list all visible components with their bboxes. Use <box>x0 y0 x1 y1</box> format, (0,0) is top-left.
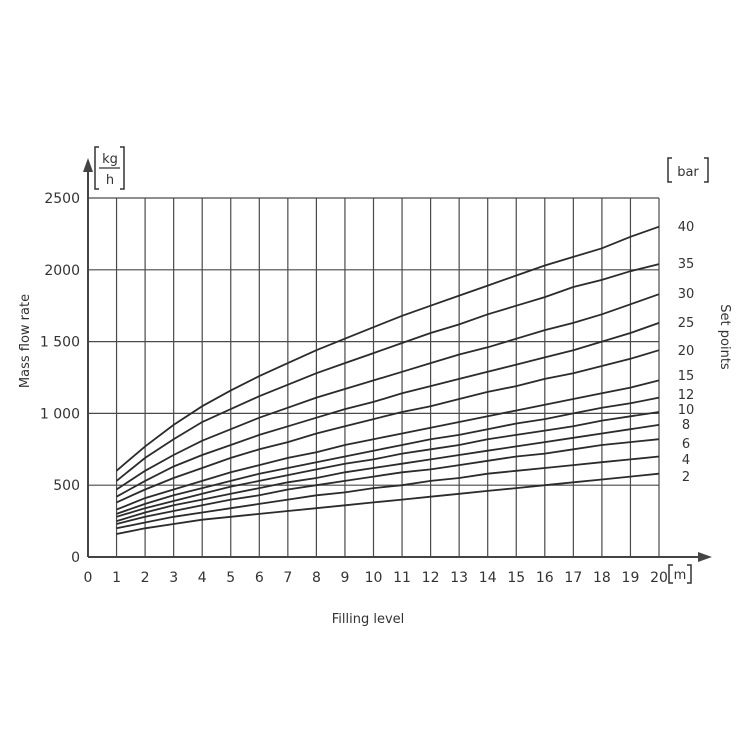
y-axis-arrow <box>83 158 93 172</box>
series-label-25-bar: 25 <box>678 316 695 331</box>
lines-layer <box>115 225 660 535</box>
series-label-6-bar: 6 <box>682 437 690 452</box>
series-unit-text: bar <box>677 165 699 180</box>
y-tick-label: 1 500 <box>40 335 80 351</box>
y-axis-title: Mass flow rate <box>18 294 33 388</box>
series-line-4-bar <box>116 455 660 530</box>
x-tick-label: 16 <box>536 570 554 586</box>
y-unit-denominator: h <box>106 173 114 188</box>
x-tick-label: 19 <box>622 570 640 586</box>
series-label-12-bar: 12 <box>678 388 695 403</box>
series-line-2-bar <box>116 472 660 535</box>
x-tick-label: 8 <box>312 570 321 586</box>
series-unit-bracket-right <box>704 157 709 183</box>
series-line-6-bar <box>116 438 660 525</box>
series-line-12-bar <box>116 396 660 515</box>
y-tick-labels: 0 500 1 000 1 500 2000 2500 <box>40 191 80 566</box>
series-label-40-bar: 40 <box>678 220 695 235</box>
series-line-30-bar <box>116 293 660 491</box>
series-label-4-bar: 4 <box>682 453 690 468</box>
x-tick-label: 7 <box>283 570 292 586</box>
x-unit-bracket-right <box>687 564 692 584</box>
x-axis-arrow <box>698 552 712 562</box>
x-axis-title: Filling level <box>332 612 405 627</box>
x-tick-label: 1 <box>112 570 121 586</box>
series-unit-label: bar <box>667 157 709 183</box>
series-label-30-bar: 30 <box>678 287 695 302</box>
series-line-20-bar <box>116 349 660 504</box>
series-label-2-bar: 2 <box>682 470 690 485</box>
y-tick-label: 1 000 <box>40 406 80 422</box>
x-tick-label: 15 <box>507 570 525 586</box>
y-unit-bracket-left <box>94 146 99 190</box>
set-points-title: Set points <box>717 304 732 370</box>
x-tick-label: 12 <box>422 570 440 586</box>
series-label-35-bar: 35 <box>678 257 695 272</box>
x-tick-label: 2 <box>141 570 150 586</box>
x-tick-label: 18 <box>593 570 611 586</box>
x-tick-label: 4 <box>198 570 207 586</box>
x-unit-label: m <box>668 564 692 584</box>
series-line-15-bar <box>116 379 660 511</box>
series-label-20-bar: 20 <box>678 344 695 359</box>
x-unit-text: m <box>674 568 687 583</box>
x-tick-label: 13 <box>450 570 468 586</box>
y-tick-label: 0 <box>71 550 80 566</box>
x-tick-label: 17 <box>564 570 582 586</box>
x-tick-label: 0 <box>84 570 93 586</box>
x-unit-bracket-left <box>668 564 673 584</box>
series-line-8-bar <box>116 424 660 522</box>
grid-layer <box>88 197 660 557</box>
x-tick-label: 9 <box>340 570 349 586</box>
series-line-10-bar <box>116 411 660 518</box>
y-unit-numerator: kg <box>102 152 118 167</box>
series-unit-bracket-left <box>667 157 672 183</box>
series-line-40-bar <box>115 225 660 472</box>
axes-layer <box>83 158 712 562</box>
x-tick-label: 5 <box>226 570 235 586</box>
series-label-8-bar: 8 <box>682 418 690 433</box>
series-line-25-bar <box>116 322 660 498</box>
x-tick-label: 6 <box>255 570 264 586</box>
y-tick-label: 500 <box>53 478 80 494</box>
x-tick-label: 3 <box>169 570 178 586</box>
x-tick-label: 14 <box>479 570 497 586</box>
y-tick-label: 2000 <box>44 263 80 279</box>
series-label-10-bar: 10 <box>678 403 695 418</box>
series-line-35-bar <box>115 263 660 482</box>
y-unit-bracket-right <box>120 146 125 190</box>
y-unit-label: kg h <box>94 146 125 190</box>
y-tick-label: 2500 <box>44 191 80 207</box>
series-label-15-bar: 15 <box>678 369 695 384</box>
x-tick-label: 11 <box>393 570 411 586</box>
x-tick-label: 20 <box>650 570 668 586</box>
x-tick-label: 10 <box>365 570 383 586</box>
x-tick-labels: 0 1 2 3 4 5 6 7 8 9 10 11 12 13 14 15 16 17 18 19 20 <box>84 570 668 586</box>
